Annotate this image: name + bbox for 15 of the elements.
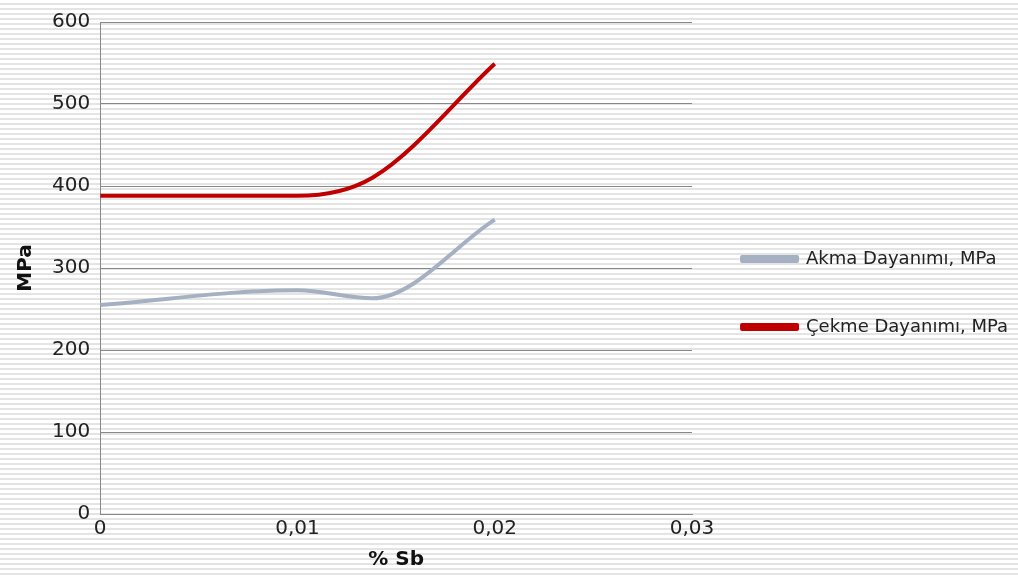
x-tick-label: 0 [93, 515, 107, 540]
x-tick-label: 0,02 [472, 515, 518, 540]
y-tick-label: 100 [51, 418, 91, 443]
x-tick-label: 0,01 [275, 515, 320, 540]
y-tick-label: 500 [51, 90, 91, 115]
legend-label: Çekme Dayanımı, MPa [806, 314, 1008, 336]
x-tick-label: 0,03 [669, 515, 715, 540]
y-tick-label: 400 [51, 172, 91, 197]
x-axis-title: % Sb [368, 546, 424, 571]
y-axis-title: MPa [12, 244, 37, 292]
y-tick-label: 600 [51, 8, 91, 33]
y-tick-label: 300 [51, 254, 91, 279]
line-series [100, 217, 497, 307]
y-tick-label: 200 [51, 336, 91, 361]
legend-label: Akma Dayanımı, MPa [806, 246, 997, 268]
